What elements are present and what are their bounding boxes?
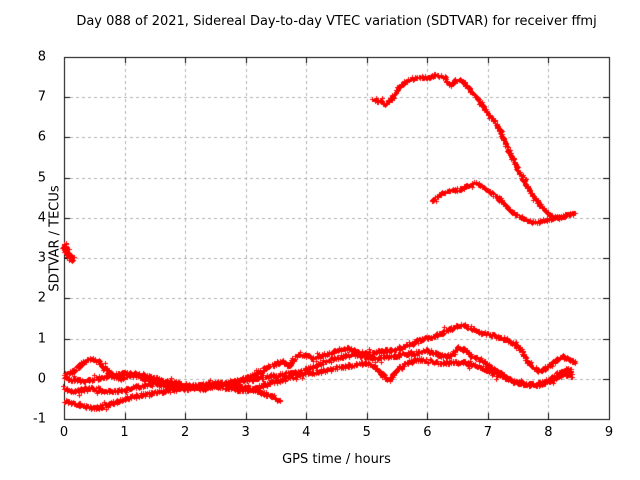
x-tick-label: 3 — [241, 425, 250, 440]
y-tick-label: 1 — [37, 331, 46, 347]
x-tick-label: 1 — [120, 425, 129, 440]
y-axis-label: SDTVAR / TECUs — [47, 185, 63, 292]
x-tick-label: 7 — [483, 425, 493, 440]
y-tick-label: 3 — [37, 250, 46, 266]
y-tick-label: 4 — [37, 210, 46, 226]
y-tick-label: 8 — [37, 49, 46, 65]
y-tick-label: 6 — [37, 129, 46, 145]
x-tick-label: 0 — [59, 425, 69, 440]
x-tick-label: 8 — [544, 425, 553, 440]
y-tick-label: 7 — [37, 89, 46, 105]
x-tick-label: 9 — [604, 425, 614, 440]
chart-title: Day 088 of 2021, Sidereal Day-to-day VTE… — [76, 14, 597, 29]
y-tick-label: 0 — [37, 371, 46, 387]
y-tick-label: 2 — [37, 290, 46, 306]
x-tick-label: 4 — [302, 425, 311, 440]
y-tick-label: 5 — [37, 170, 46, 186]
x-tick-label: 2 — [180, 425, 190, 440]
x-tick-label: 6 — [423, 425, 432, 440]
x-axis-label: GPS time / hours — [282, 452, 391, 467]
x-tick-label: 5 — [362, 425, 371, 440]
y-tick-label: -1 — [33, 411, 46, 427]
